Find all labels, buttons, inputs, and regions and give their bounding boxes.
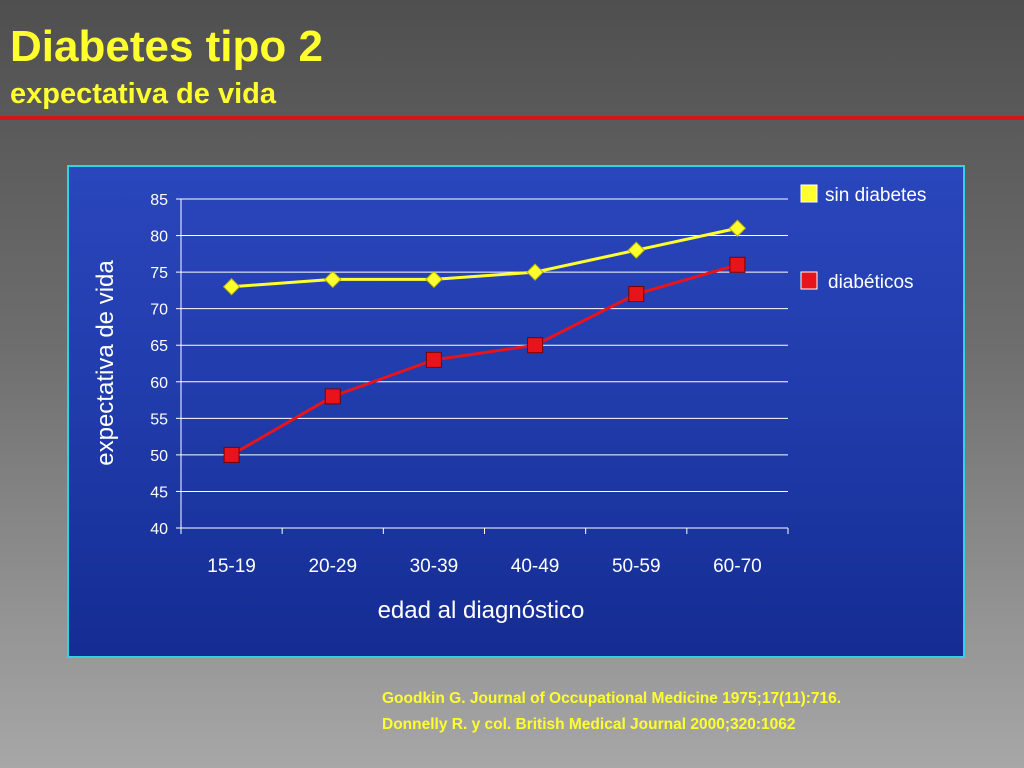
x-tick-label: 60-70 [713,556,762,577]
slide-title: Diabetes tipo 2 [10,22,323,71]
series-group [222,219,747,463]
series-line [231,226,738,289]
y-tick-label: 75 [150,265,168,282]
series-sin-diabetes [222,219,747,296]
data-point [627,241,645,259]
x-tick-label: 20-29 [308,556,357,577]
data-point [526,263,544,281]
x-tick-label: 15-19 [207,556,256,577]
chart-panel: 40 45 50 55 60 65 70 75 80 85 15-19 20-29 30-39 40-4… [67,165,965,658]
x-tick-label: 40-49 [511,556,560,577]
reference-1: Goodkin G. Journal of Occupational Medic… [382,690,842,707]
y-tick-label: 80 [150,229,168,246]
data-point [324,388,341,405]
legend: sin diabetes diabéticos [800,184,926,293]
y-tick-label: 65 [150,338,168,355]
line-chart: 40 45 50 55 60 65 70 75 80 85 15-19 20-29 30-39 40-4… [92,184,926,624]
y-tick-label: 45 [150,484,168,501]
x-axis-title: edad al diagnóstico [378,597,585,624]
legend-swatch [800,271,818,290]
y-tick-label: 70 [150,302,168,319]
x-tick-label: 30-39 [410,556,459,577]
legend-label: sin diabetes [825,185,926,206]
data-point [425,270,443,289]
reference-2: Donnelly R. y col. British Medical Journ… [382,716,796,733]
y-tick-labels: 40 45 50 55 60 65 70 75 80 85 [150,192,181,538]
data-point [222,278,241,296]
data-point [728,219,747,237]
legend-label: diabéticos [828,272,914,293]
gridlines [181,198,788,492]
y-tick-label: 50 [150,448,168,465]
x-tick-label: 50-59 [612,556,661,577]
y-axis-title: expectativa de vida [92,260,119,466]
title-underline [0,116,1024,120]
data-point [628,286,645,303]
y-tick-label: 40 [150,521,168,538]
data-point [425,351,442,368]
series-diabeticos [223,256,746,463]
series-line [230,263,738,457]
legend-swatch [800,184,818,203]
y-tick-label: 85 [150,192,168,209]
references: Goodkin G. Journal of Occupational Medic… [382,686,841,738]
slide-subtitle: expectativa de vida [10,78,276,110]
data-point [729,256,746,273]
y-tick-label: 55 [150,411,168,428]
y-tick-label: 60 [150,375,168,392]
data-point [223,446,240,463]
data-point [324,270,342,289]
data-point [527,337,544,354]
x-tick-labels: 15-19 20-29 30-39 40-49 50-59 60-70 [180,528,789,577]
